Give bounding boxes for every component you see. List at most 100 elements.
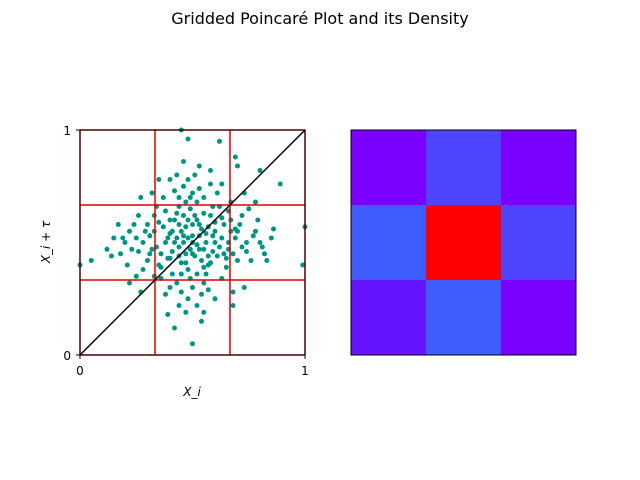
scatter-point (203, 231, 209, 236)
scatter-point (149, 190, 155, 196)
scatter-point (147, 233, 153, 239)
scatter-point (140, 267, 146, 272)
scatter-point (187, 206, 193, 212)
scatter-point (181, 183, 186, 189)
scatter-point (268, 235, 274, 241)
scatter-point (158, 264, 164, 270)
scatter-point (122, 240, 128, 245)
scatter-point (199, 226, 204, 232)
scatter-point (194, 271, 200, 277)
scatter-point (163, 208, 168, 214)
scatter-point (217, 138, 222, 144)
scatter-point (250, 233, 256, 239)
y-tick-label: 1 (63, 124, 71, 138)
scatter-point (230, 289, 236, 295)
scatter-plot-frame (79, 129, 306, 356)
scatter-point (253, 228, 258, 234)
scatter-point (174, 280, 180, 286)
scatter-point (190, 285, 195, 290)
y-axis-label: X_i + τ (39, 220, 53, 264)
scatter-point (169, 271, 175, 277)
scatter-point (185, 296, 191, 302)
scatter-point (187, 246, 193, 252)
scatter-point (185, 177, 191, 182)
scatter-point (201, 195, 207, 200)
scatter-point (183, 309, 189, 315)
scatter-point (210, 249, 216, 254)
scatter-point (228, 217, 234, 223)
scatter-point (172, 240, 177, 245)
scatter-point (160, 224, 166, 230)
scatter-point (160, 195, 166, 200)
density-heatmap (350, 129, 577, 356)
scatter-points (77, 127, 308, 347)
scatter-point (145, 258, 150, 263)
scatter-point (190, 222, 195, 227)
scatter-point (163, 291, 168, 297)
scatter-point (183, 251, 189, 257)
scatter-point (230, 303, 236, 308)
scatter-point (235, 163, 240, 169)
scatter-point (174, 210, 180, 216)
scatter-point (194, 242, 200, 248)
scatter-point (156, 177, 162, 182)
scatter-point (185, 267, 191, 272)
scatter-point (156, 219, 162, 225)
scatter-point (127, 280, 132, 286)
scatter-point (199, 291, 204, 297)
scatter-point (183, 260, 189, 266)
x-axis-label: X_i (182, 385, 201, 399)
scatter-point (185, 136, 191, 142)
scatter-point (219, 215, 225, 221)
heatmap-cell (501, 205, 577, 281)
scatter-point (201, 309, 207, 315)
heatmap-cell (501, 280, 577, 356)
scatter-point (201, 280, 207, 286)
scatter-point (187, 195, 193, 200)
scatter-point (192, 172, 198, 178)
scatter-point (127, 228, 132, 234)
scatter-point (183, 224, 189, 230)
scatter-point (176, 195, 182, 200)
scatter-point (219, 181, 225, 187)
scatter-point (203, 271, 209, 277)
scatter-point (235, 258, 240, 263)
scatter-point (140, 240, 146, 245)
scatter-point (190, 251, 195, 257)
scatter-point (212, 296, 218, 302)
scatter-point (244, 240, 249, 245)
scatter-point (262, 251, 267, 257)
scatter-point (277, 181, 283, 187)
scatter-point (111, 235, 117, 241)
scatter-point (201, 246, 207, 252)
scatter-point (163, 240, 168, 245)
scatter-point (185, 217, 191, 223)
scatter-point (257, 168, 263, 173)
identity-line (79, 129, 306, 356)
scatter-point (181, 213, 186, 218)
scatter-point (172, 325, 177, 331)
scatter-point (208, 213, 213, 218)
heatmap-cell (351, 130, 427, 206)
scatter-point (232, 226, 238, 232)
scatter-point (232, 154, 238, 160)
scatter-point (214, 190, 220, 196)
scatter-point (212, 228, 218, 234)
scatter-point (248, 258, 254, 263)
scatter-point (241, 285, 247, 290)
scatter-point (223, 255, 229, 261)
scatter-point (167, 231, 173, 236)
heatmap-cell (351, 205, 427, 281)
scatter-point (244, 249, 249, 254)
heatmap-cell (426, 205, 502, 281)
heatmap-cell (501, 130, 577, 206)
heatmap-cells (351, 130, 577, 356)
scatter-point (259, 244, 265, 250)
scatter-point (158, 251, 164, 257)
scatter-point (205, 253, 211, 259)
scatter-point (181, 159, 186, 164)
scatter-point (214, 253, 220, 259)
scatter-point (149, 246, 155, 252)
scatter-point (136, 249, 141, 254)
scatter-point (196, 222, 202, 227)
